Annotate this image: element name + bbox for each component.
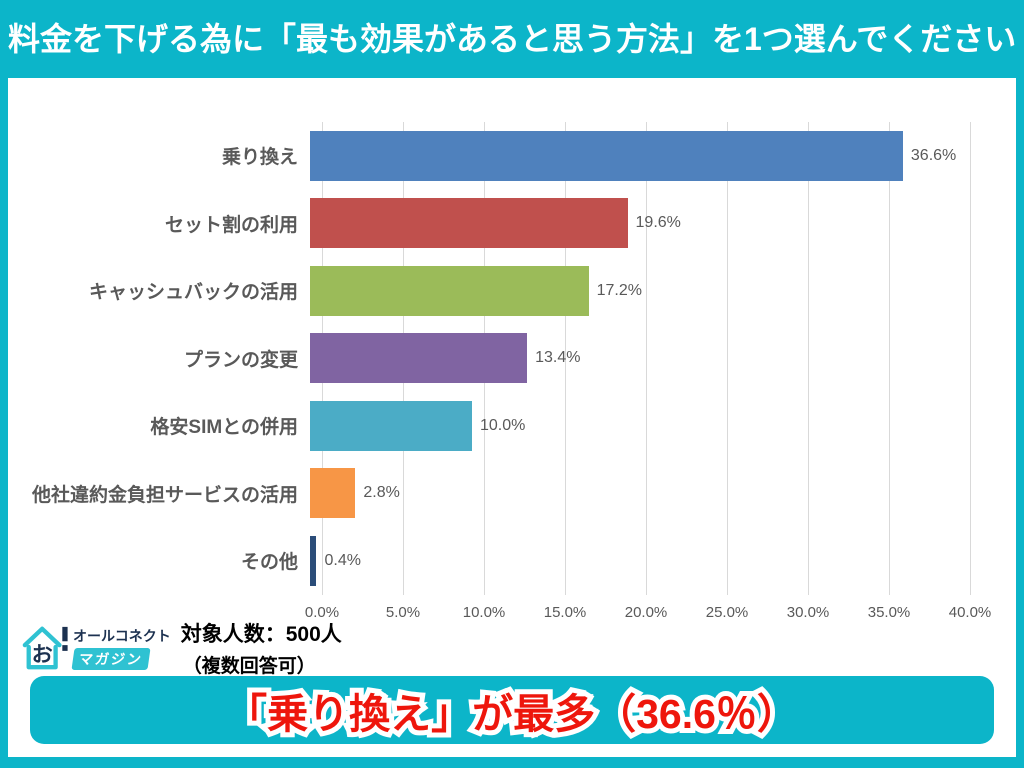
source-block: お オールコネクト マガジン 対象人数：500人 （複数回答可） xyxy=(22,622,342,677)
gridline xyxy=(727,122,728,595)
category-label: その他 xyxy=(240,552,298,574)
gridline xyxy=(970,122,971,595)
banner-text-outline: 「乗り換え」が最多（36.6％） xyxy=(221,686,803,742)
bar xyxy=(310,265,589,316)
bar xyxy=(310,333,528,384)
bar-track: 10.0% xyxy=(310,400,958,451)
bar-chart: 乗り換え 36.6% セット割の利用 19.6% キャッシュバックの活用 17.2% プラン… xyxy=(8,122,1016,595)
category-label: プランの変更 xyxy=(183,349,298,371)
logo-exclamation-icon xyxy=(62,626,68,642)
gridline xyxy=(808,122,809,595)
x-axis: 0.0% 5.0% 10.0% 15.0% 20.0% 25.0% 30.0% 35.0% 40… xyxy=(305,604,991,626)
chart-row: 乗り換え 36.6% xyxy=(8,122,1016,190)
value-label: 19.6% xyxy=(635,214,681,232)
chart-row: 格安SIMとの併用 10.0% xyxy=(8,392,1016,460)
chart-panel: 乗り換え 36.6% セット割の利用 19.6% キャッシュバックの活用 17.2% プラン… xyxy=(8,78,1016,757)
chart-row: キャッシュバックの活用 17.2% xyxy=(8,257,1016,325)
category-label: 格安SIMとの併用 xyxy=(150,417,298,439)
x-tick-label: 35.0% xyxy=(867,604,911,621)
chart-row: セット割の利用 19.6% xyxy=(8,190,1016,258)
value-label: 2.8% xyxy=(363,484,400,502)
gridline xyxy=(565,122,566,595)
bar xyxy=(310,468,356,519)
brand-magazine-badge: マガジン xyxy=(71,648,151,670)
x-tick-label: 20.0% xyxy=(624,604,668,621)
x-tick-label: 30.0% xyxy=(786,604,830,621)
bar-track: 2.8% xyxy=(310,468,958,519)
gridline xyxy=(889,122,890,595)
category-label: キャッシュバックの活用 xyxy=(88,282,298,304)
bar-track: 0.4% xyxy=(310,535,958,586)
chart-row: 他社違約金負担サービスの活用 2.8% xyxy=(8,460,1016,528)
sample-size: 対象人数：500人 xyxy=(180,623,342,646)
value-label: 13.4% xyxy=(535,349,581,367)
bar-track: 13.4% xyxy=(310,333,958,384)
bar xyxy=(310,198,628,249)
category-label: 乗り換え xyxy=(221,147,298,169)
brand-name: オールコネクト xyxy=(73,628,171,644)
conclusion-banner: 「乗り換え」が最多（36.6％） 「乗り換え」が最多（36.6％） xyxy=(30,676,994,744)
value-label: 36.6% xyxy=(910,146,957,164)
chart-row: その他 0.4% xyxy=(8,527,1016,595)
brand-block: オールコネクト マガジン xyxy=(71,626,171,670)
house-logo-icon: お xyxy=(22,626,68,670)
sample-info: 対象人数：500人 （複数回答可） xyxy=(181,618,342,678)
x-tick-label: 40.0% xyxy=(948,604,992,621)
x-tick-label: 25.0% xyxy=(705,604,749,621)
banner-text: 「乗り換え」が最多（36.6％） xyxy=(226,691,798,737)
x-tick-label: 0.0% xyxy=(304,604,340,621)
value-label: 0.4% xyxy=(324,551,361,569)
gridline xyxy=(646,122,647,595)
category-label: 他社違約金負担サービスの活用 xyxy=(31,484,298,506)
bar-track: 17.2% xyxy=(310,265,958,316)
bar-track: 19.6% xyxy=(310,198,958,249)
bar xyxy=(310,400,472,451)
bar xyxy=(310,130,903,181)
page-title: 料金を下げる為に「最も効果があると思う方法」を1つ選んでください xyxy=(8,21,1017,57)
sample-note: （複数回答可） xyxy=(182,656,316,677)
value-label: 10.0% xyxy=(480,416,526,434)
x-tick-label: 5.0% xyxy=(385,604,421,621)
logo-mark: お xyxy=(32,643,53,666)
bar xyxy=(310,535,317,586)
category-label: セット割の利用 xyxy=(164,214,298,236)
x-tick-label: 10.0% xyxy=(462,604,506,621)
value-label: 17.2% xyxy=(596,281,642,299)
bar-track: 36.6% xyxy=(310,130,958,181)
x-tick-label: 15.0% xyxy=(543,604,587,621)
chart-row: プランの変更 13.4% xyxy=(8,325,1016,393)
